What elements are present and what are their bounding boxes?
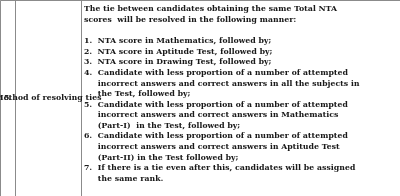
Text: (Part-I)  in the Test, followed by;: (Part-I) in the Test, followed by; [84, 122, 241, 130]
Text: 7.  If there is a tie even after this, candidates will be assigned: 7. If there is a tie even after this, ca… [84, 164, 356, 172]
Text: The tie between candidates obtaining the same Total NTA: The tie between candidates obtaining the… [84, 5, 337, 14]
Text: 2.  NTA score in Aptitude Test, followed by;: 2. NTA score in Aptitude Test, followed … [84, 48, 273, 56]
Text: 5.: 5. [4, 94, 12, 102]
Text: the Test, followed by;: the Test, followed by; [84, 90, 191, 98]
Text: incorrect answers and correct answers in Aptitude Test: incorrect answers and correct answers in… [84, 143, 340, 151]
Text: (Part-II) in the Test followed by;: (Part-II) in the Test followed by; [84, 154, 239, 162]
Text: incorrect answers and correct answers in Mathematics: incorrect answers and correct answers in… [84, 111, 339, 119]
Text: 6.  Candidate with less proportion of a number of attempted: 6. Candidate with less proportion of a n… [84, 132, 348, 141]
Text: scores  will be resolved in the following manner:: scores will be resolved in the following… [84, 16, 297, 24]
Text: 4.  Candidate with less proportion of a number of attempted: 4. Candidate with less proportion of a n… [84, 69, 348, 77]
Text: 1.  NTA score in Mathematics, followed by;: 1. NTA score in Mathematics, followed by… [84, 37, 272, 45]
Text: 3.  NTA score in Drawing Test, followed by;: 3. NTA score in Drawing Test, followed b… [84, 58, 272, 66]
Text: incorrect answers and correct answers in all the subjects in: incorrect answers and correct answers in… [84, 80, 360, 88]
Text: the same rank.: the same rank. [84, 175, 164, 183]
Text: 5.  Candidate with less proportion of a number of attempted: 5. Candidate with less proportion of a n… [84, 101, 348, 109]
Text: Method of resolving ties: Method of resolving ties [0, 94, 102, 102]
